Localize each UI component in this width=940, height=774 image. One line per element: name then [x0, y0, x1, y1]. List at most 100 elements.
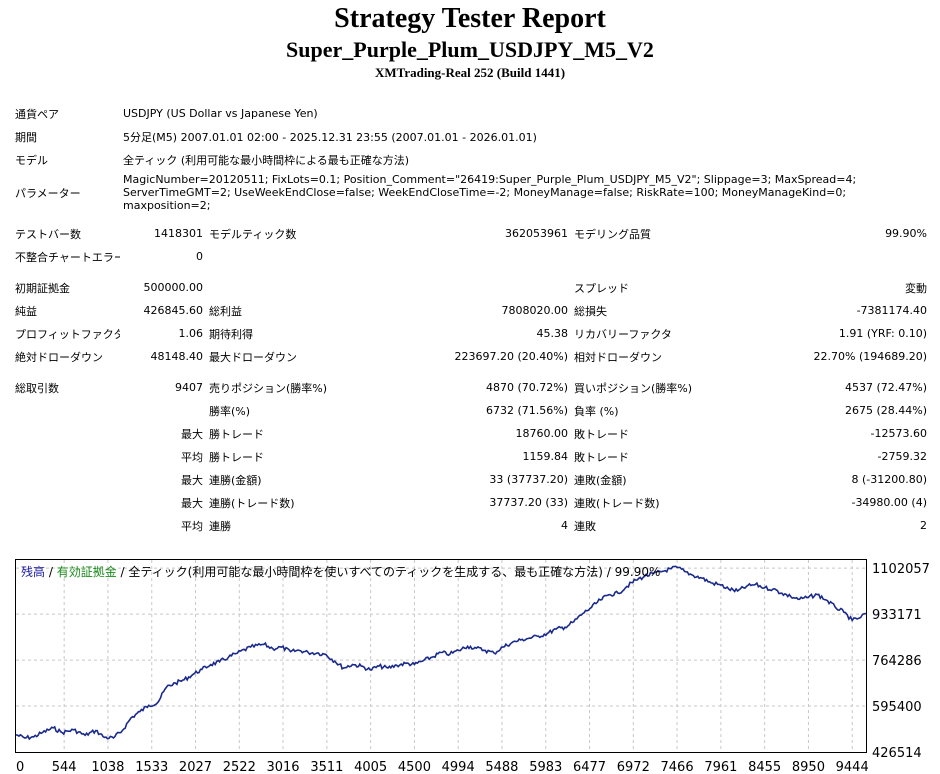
- x-tick-label: 8950: [792, 760, 825, 774]
- long-label: 買いポジション(勝率%): [574, 381, 693, 395]
- pf-value: 1.06: [178, 327, 204, 340]
- y-tick-label: 595400: [872, 700, 922, 715]
- loss-value: 2675 (28.44%): [844, 404, 928, 417]
- balance-line: [15, 565, 867, 741]
- avg-consec-losses-label: 連敗: [574, 519, 596, 533]
- model-value: 全ティック (利用可能な最小時間枠による最も正確な方法): [123, 153, 410, 167]
- x-tick-label: 5983: [529, 760, 562, 774]
- x-tick-label: 9444: [836, 760, 869, 774]
- gross-loss-label: 総損失: [574, 304, 607, 318]
- avg-consec-wins-label: 連勝: [209, 519, 231, 533]
- expected-value: 45.38: [536, 327, 569, 340]
- avg-consec-wins-value: 4: [561, 519, 568, 532]
- gross-profit-label: 総利益: [209, 304, 242, 318]
- consec-wins-cnt-value: 37737.20 (33): [489, 496, 568, 509]
- legend-balance: 残高: [21, 564, 45, 579]
- row-consec-count: 最大 連勝(トレード数) 37737.20 (33) 連敗(トレード数) -34…: [12, 491, 930, 514]
- x-tick-label: 6477: [573, 760, 606, 774]
- avg-loss-value: -2759.32: [877, 450, 928, 463]
- y-tick-label: 1102057: [872, 562, 930, 577]
- row-consec-amount: 最大 連勝(金額) 33 (37737.20) 連敗(金額) 8 (-31200…: [12, 468, 930, 491]
- y-tick-label: 764286: [872, 654, 922, 669]
- short-value: 4870 (70.72%): [485, 381, 568, 394]
- avg-loss-label: 敗トレード: [574, 450, 629, 464]
- row-pf: プロフィットファクタ 1.06 期待利得 45.38 リカバリーファクタ 1.9…: [12, 322, 930, 345]
- ticks-value: 362053961: [505, 227, 568, 240]
- x-tick-label: 544: [52, 760, 77, 774]
- row-mismatch: 不整合チャートエラー 0: [12, 245, 930, 268]
- x-tick-label: 8455: [748, 760, 781, 774]
- y-tick-label: 933171: [872, 608, 922, 623]
- consec-wins-cnt-label: 連勝(トレード数): [209, 496, 295, 510]
- largest-label: 最大: [181, 427, 203, 441]
- avg-consec-losses-value: 2: [920, 519, 928, 532]
- y-axis-ticks: 426514 595400 764286 933171 1102057: [872, 562, 930, 761]
- plot-area: [15, 559, 867, 753]
- row-average-trade: 平均 勝トレード 1159.84 敗トレード -2759.32: [12, 445, 930, 468]
- consec-losses-cnt-value: -34980.00 (4): [851, 496, 928, 509]
- gross-loss-value: -7381174.40: [856, 304, 928, 317]
- row-winrate: 勝率(%) 6732 (71.56%) 負率 (%) 2675 (28.44%): [12, 399, 930, 422]
- net-value: 426845.60: [143, 304, 204, 317]
- x-tick-label: 7466: [661, 760, 694, 774]
- spread-value: 変動: [905, 281, 928, 295]
- consec-losses-amt-value: 8 (-31200.80): [851, 473, 928, 486]
- strategy-name: Super_Purple_Plum_USDJPY_M5_V2: [286, 37, 654, 62]
- page-title: Strategy Tester Report: [334, 3, 606, 34]
- row-bars: テストバー数 1418301 モデルティック数 362053961 モデリング品…: [12, 222, 930, 245]
- symbol-value: USDJPY (US Dollar vs Japanese Yen): [123, 107, 318, 120]
- ticks-label: モデルティック数: [209, 227, 297, 241]
- win-value: 6732 (71.56%): [485, 404, 568, 417]
- x-tick-label: 4500: [398, 760, 431, 774]
- largest-label: 最大: [181, 496, 203, 510]
- mismatch-label: 不整合チャートエラー: [15, 250, 120, 264]
- pf-label: プロフィットファクタ: [15, 327, 120, 341]
- gross-profit-value: 7808020.00: [501, 304, 568, 317]
- consec-losses-cnt-label: 連敗(トレード数): [574, 496, 660, 510]
- expected-label: 期待利得: [209, 327, 253, 341]
- largest-win-value: 18760.00: [515, 427, 569, 440]
- largest-label: 最大: [181, 473, 203, 487]
- legend-sep: /: [45, 565, 57, 579]
- legend-rest: / 全ティック(利用可能な最小時間枠を使いすべてのティックを生成する、最も正確な…: [117, 564, 661, 579]
- largest-loss-label: 敗トレード: [574, 427, 629, 441]
- bars-value: 1418301: [154, 227, 203, 240]
- x-tick-label: 3016: [266, 760, 299, 774]
- legend-equity: 有効証拠金: [57, 564, 117, 579]
- period-value: 5分足(M5) 2007.01.01 02:00 - 2025.12.31 23…: [123, 130, 537, 144]
- y-tick-label: 426514: [872, 746, 922, 761]
- consec-wins-amt-value: 33 (37737.20): [489, 473, 568, 486]
- largest-loss-value: -12573.60: [870, 427, 928, 440]
- rel-dd-value: 22.70% (194689.20): [813, 350, 928, 363]
- x-tick-label: 0: [16, 760, 24, 774]
- x-tick-label: 7961: [704, 760, 737, 774]
- x-tick-label: 1533: [135, 760, 168, 774]
- average-label: 平均: [181, 519, 203, 533]
- x-tick-label: 2522: [223, 760, 256, 774]
- max-dd-label: 最大ドローダウン: [209, 350, 297, 364]
- recovery-label: リカバリーファクタ: [574, 327, 672, 341]
- x-tick-label: 1038: [91, 760, 124, 774]
- avg-win-label: 勝トレード: [209, 450, 264, 464]
- row-largest-trade: 最大 勝トレード 18760.00 敗トレード -12573.60: [12, 422, 930, 445]
- mismatch-value: 0: [196, 250, 203, 263]
- row-dd: 絶対ドローダウン 48148.40 最大ドローダウン 223697.20 (20…: [12, 345, 930, 368]
- quality-label: モデリング品質: [574, 227, 651, 241]
- bars-label: テストバー数: [15, 227, 81, 241]
- row-deposit: 初期証拠金 500000.00 スプレッド 変動: [12, 276, 930, 299]
- period-label: 期間: [15, 130, 37, 144]
- x-axis-ticks: 0 544 1038 1533 2027 2522 3016 3511 4005 4500 4994…: [16, 760, 869, 774]
- x-tick-label: 6972: [617, 760, 650, 774]
- max-dd-value: 223697.20 (20.40%): [454, 350, 568, 363]
- consec-losses-amt-label: 連敗(金額): [574, 473, 627, 487]
- recovery-value: 1.91 (YRF: 0.10): [838, 327, 928, 340]
- loss-label: 負率 (%): [574, 404, 619, 418]
- x-tick-label: 5488: [485, 760, 518, 774]
- long-value: 4537 (72.47%): [844, 381, 928, 394]
- win-label: 勝率(%): [209, 404, 251, 418]
- model-label: モデル: [15, 153, 48, 167]
- row-avg-consec: 平均 連勝 4 連敗 2: [12, 514, 930, 537]
- trades-value: 9407: [175, 381, 203, 394]
- server-build: XMTrading-Real 252 (Build 1441): [374, 65, 566, 80]
- net-label: 純益: [15, 304, 37, 318]
